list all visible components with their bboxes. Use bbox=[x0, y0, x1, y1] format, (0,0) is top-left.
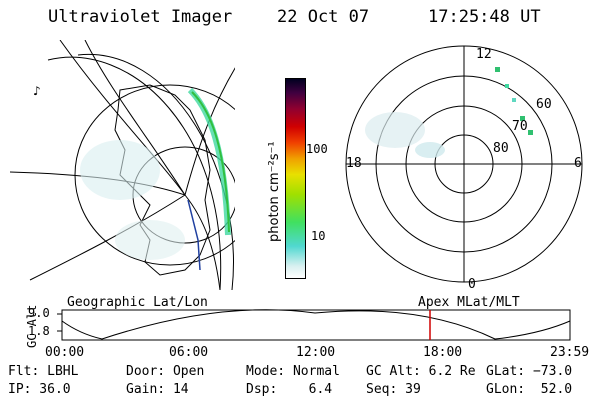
timeline-x-tick: 18:00 bbox=[423, 345, 463, 360]
mlt-label-12: 12 bbox=[476, 47, 492, 62]
mlt-label-6: 6 bbox=[574, 156, 582, 171]
status-ip: IP: 36.0 bbox=[8, 382, 71, 397]
lat-label-70: 70 bbox=[512, 119, 528, 134]
status-door: Door: Open bbox=[126, 364, 205, 379]
mlt-label-0: 0 bbox=[468, 277, 476, 292]
colorbar-tick-100: 100 bbox=[306, 142, 328, 156]
timeline-plot bbox=[57, 309, 571, 341]
timeline-x-tick: 12:00 bbox=[296, 345, 336, 360]
timeline-right-label: Apex MLat/MLT bbox=[418, 295, 520, 310]
globe-corner-marker: ♪ bbox=[33, 84, 41, 98]
timeline-y-tick-9: 9.0 bbox=[28, 306, 50, 320]
status-mode: Mode: Normal bbox=[246, 364, 340, 379]
colorbar-unit-label: photon cm⁻²s⁻¹ bbox=[267, 141, 282, 242]
status-dsp: Dsp: 6.4 bbox=[246, 382, 333, 397]
color-scale-bar bbox=[285, 78, 306, 279]
app-title: Ultraviolet Imager bbox=[48, 7, 233, 27]
status-glon: GLon: 52.0 bbox=[486, 382, 573, 397]
status-filter: Flt: LBHL bbox=[8, 364, 79, 379]
globe-image bbox=[10, 40, 235, 290]
lat-label-80: 80 bbox=[493, 141, 509, 156]
timeline-x-tick: 06:00 bbox=[169, 345, 209, 360]
timeline-y-tick-1-8: 1.8 bbox=[28, 324, 50, 338]
status-gc-alt: GC Alt: 6.2 Re bbox=[366, 364, 476, 379]
timeline-left-label: Geographic Lat/Lon bbox=[67, 295, 208, 310]
date-label: 22 Oct 07 bbox=[277, 7, 370, 27]
timeline-x-tick: 00:00 bbox=[45, 345, 85, 360]
time-label: 17:25:48 UT bbox=[428, 7, 541, 27]
status-seq: Seq: 39 bbox=[366, 382, 421, 397]
mlt-label-18: 18 bbox=[346, 156, 362, 171]
status-gain: Gain: 14 bbox=[126, 382, 189, 397]
colorbar-tick-10: 10 bbox=[311, 229, 326, 243]
status-glat: GLat: −73.0 bbox=[486, 364, 573, 379]
lat-label-60: 60 bbox=[536, 97, 552, 112]
polar-plot bbox=[345, 45, 583, 283]
timeline-x-tick: 23:59 bbox=[550, 345, 590, 360]
